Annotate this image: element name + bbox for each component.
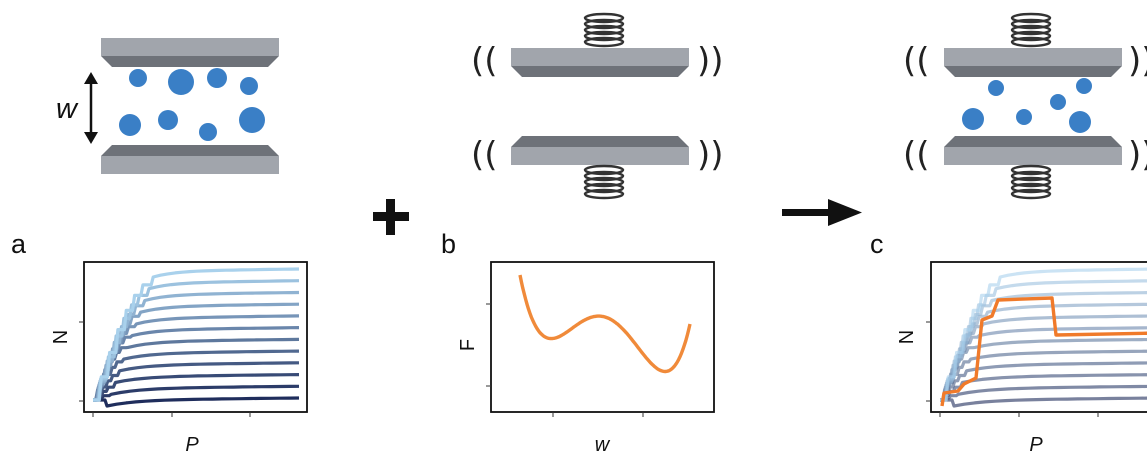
bottom-plate bbox=[101, 145, 279, 174]
isotherm-line-12 bbox=[940, 267, 1147, 402]
lower-plate bbox=[511, 136, 689, 165]
free-energy-line bbox=[518, 274, 692, 374]
pore-schematic-a: w bbox=[56, 38, 279, 174]
chart-c-ticks bbox=[926, 321, 1099, 417]
chart-a-ylabel: N bbox=[50, 330, 72, 344]
particles-c bbox=[962, 78, 1092, 133]
width-label: w bbox=[56, 93, 79, 125]
particle bbox=[1016, 109, 1032, 125]
particle bbox=[240, 77, 258, 95]
lower-plate-c bbox=[944, 136, 1122, 165]
chart-c-ylabel: N bbox=[896, 330, 918, 344]
vibration-right-upper: )) bbox=[697, 41, 724, 81]
particle bbox=[207, 68, 227, 88]
vibration-left-upper-c: (( bbox=[903, 41, 930, 81]
isotherm-line-12 bbox=[93, 267, 300, 402]
chart-a-xlabel: P bbox=[185, 434, 199, 454]
chart-b-ticks bbox=[486, 303, 644, 417]
vibrating-plates-b: (( )) (( )) bbox=[471, 12, 724, 200]
vibration-right-lower-c: )) bbox=[1128, 135, 1147, 175]
width-arrow bbox=[84, 72, 98, 144]
upper-plate-c bbox=[944, 48, 1122, 77]
chart-c: N P bbox=[896, 261, 1147, 454]
chart-a: N P bbox=[50, 261, 308, 454]
particle bbox=[168, 69, 194, 95]
panel-letter-b: b bbox=[441, 229, 456, 259]
chart-b: F w bbox=[457, 261, 715, 454]
particle bbox=[158, 110, 178, 130]
chart-b-free-energy bbox=[518, 274, 692, 374]
vibration-right-upper-c: )) bbox=[1128, 41, 1147, 81]
driven-pore-c: (( )) (( )) bbox=[903, 12, 1147, 200]
particle bbox=[129, 69, 147, 87]
isotherm-line-4 bbox=[940, 361, 1147, 402]
bottom-spring-c bbox=[1010, 164, 1052, 200]
isotherm-line-1 bbox=[93, 396, 300, 408]
particle bbox=[199, 123, 217, 141]
top-spring bbox=[583, 12, 625, 48]
chart-b-xlabel: w bbox=[595, 434, 611, 454]
panel-letter-c: c bbox=[870, 229, 884, 259]
chart-a-ticks bbox=[79, 321, 251, 417]
particle bbox=[239, 107, 265, 133]
vibration-left-upper: (( bbox=[471, 41, 498, 81]
particle bbox=[1069, 111, 1091, 133]
isotherm-line-3 bbox=[93, 373, 300, 402]
top-spring-c bbox=[1010, 12, 1052, 48]
particle bbox=[1050, 94, 1066, 110]
bottom-spring bbox=[583, 164, 625, 200]
driven-path-line bbox=[940, 296, 1147, 407]
isotherm-line-4 bbox=[93, 361, 300, 402]
isotherm-line-2 bbox=[940, 384, 1147, 402]
vibration-left-lower: (( bbox=[471, 135, 498, 175]
particle bbox=[119, 114, 141, 136]
vibration-right-lower: )) bbox=[697, 135, 724, 175]
top-plate bbox=[101, 38, 279, 67]
particle bbox=[1076, 78, 1092, 94]
panel-letter-a: a bbox=[11, 229, 27, 259]
right-arrow bbox=[782, 199, 862, 226]
isotherm-line-1 bbox=[940, 396, 1147, 408]
upper-plate bbox=[511, 48, 689, 77]
plus-symbol bbox=[373, 199, 409, 235]
chart-c-isotherms bbox=[940, 267, 1147, 408]
particles bbox=[119, 68, 265, 141]
chart-a-isotherms bbox=[93, 267, 300, 408]
chart-c-xlabel: P bbox=[1029, 434, 1043, 454]
particle bbox=[988, 80, 1004, 96]
vibration-left-lower-c: (( bbox=[903, 135, 930, 175]
particle bbox=[962, 108, 984, 130]
chart-b-ylabel: F bbox=[457, 339, 479, 351]
chart-b-frame bbox=[490, 261, 715, 413]
isotherm-line-2 bbox=[93, 384, 300, 402]
